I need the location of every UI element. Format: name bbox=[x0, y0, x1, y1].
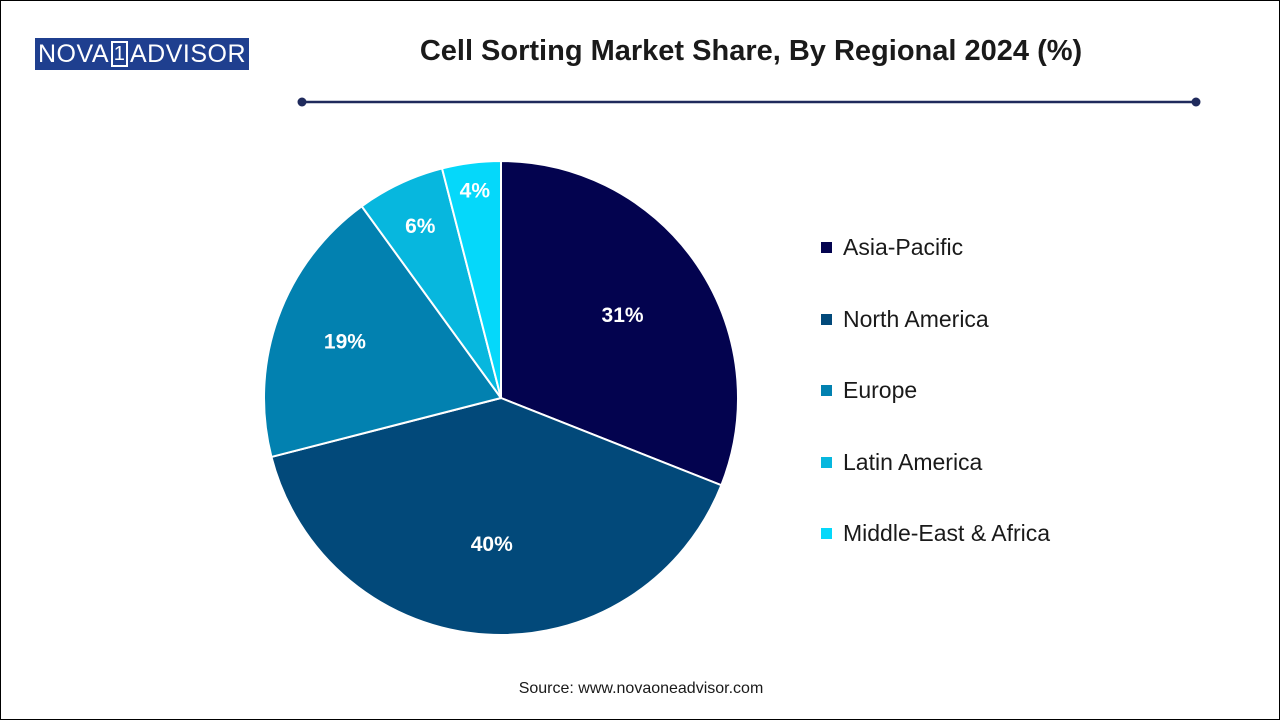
legend-label: Middle-East & Africa bbox=[843, 520, 1051, 547]
title-divider-left-dot bbox=[297, 97, 307, 107]
legend-item: Asia-Pacific bbox=[821, 212, 1050, 284]
legend-swatch bbox=[821, 242, 832, 254]
chart-legend: Asia-Pacific North America Europe Latin Ame… bbox=[821, 229, 1050, 570]
pie-slice-north-america bbox=[270, 396, 723, 636]
title-divider-right-dot bbox=[1191, 97, 1201, 107]
legend-label: North America bbox=[843, 305, 989, 332]
legend-swatch bbox=[821, 313, 832, 325]
logo-text-nova: NOVA bbox=[38, 39, 109, 68]
legend-swatch bbox=[821, 528, 832, 540]
chart-title: Cell Sorting Market Share, By Regional 2… bbox=[419, 35, 1083, 67]
pie-slice-middle-east-africa bbox=[440, 159, 502, 399]
source-note: Source: www.novaoneadvisor.com bbox=[518, 680, 764, 697]
title-divider bbox=[297, 97, 1201, 107]
data-label-asia-pacific: 31% bbox=[602, 304, 644, 327]
legend-swatch bbox=[821, 456, 832, 468]
legend-item: Europe bbox=[821, 355, 1050, 427]
pie-slice-europe bbox=[263, 204, 503, 459]
data-label-europe: 19% bbox=[324, 330, 366, 353]
legend-label: Europe bbox=[843, 377, 918, 404]
legend-item: Middle-East & Africa bbox=[821, 498, 1050, 570]
legend-label: Asia-Pacific bbox=[843, 234, 964, 261]
nova-one-advisor-logo: NOVA 1 ADVISOR bbox=[35, 38, 249, 70]
data-label-north-america: 40% bbox=[471, 533, 513, 556]
data-label-middle-east-africa: 4% bbox=[460, 180, 491, 203]
pie-slice-asia-pacific bbox=[500, 159, 739, 487]
data-label-latin-america: 6% bbox=[405, 215, 436, 238]
legend-item: Latin America bbox=[821, 427, 1050, 499]
legend-item: North America bbox=[821, 284, 1050, 356]
legend-label: Latin America bbox=[843, 448, 983, 475]
legend-swatch bbox=[821, 385, 832, 397]
logo-text-advisor: ADVISOR bbox=[130, 39, 247, 68]
logo-box: 1 bbox=[111, 41, 128, 67]
